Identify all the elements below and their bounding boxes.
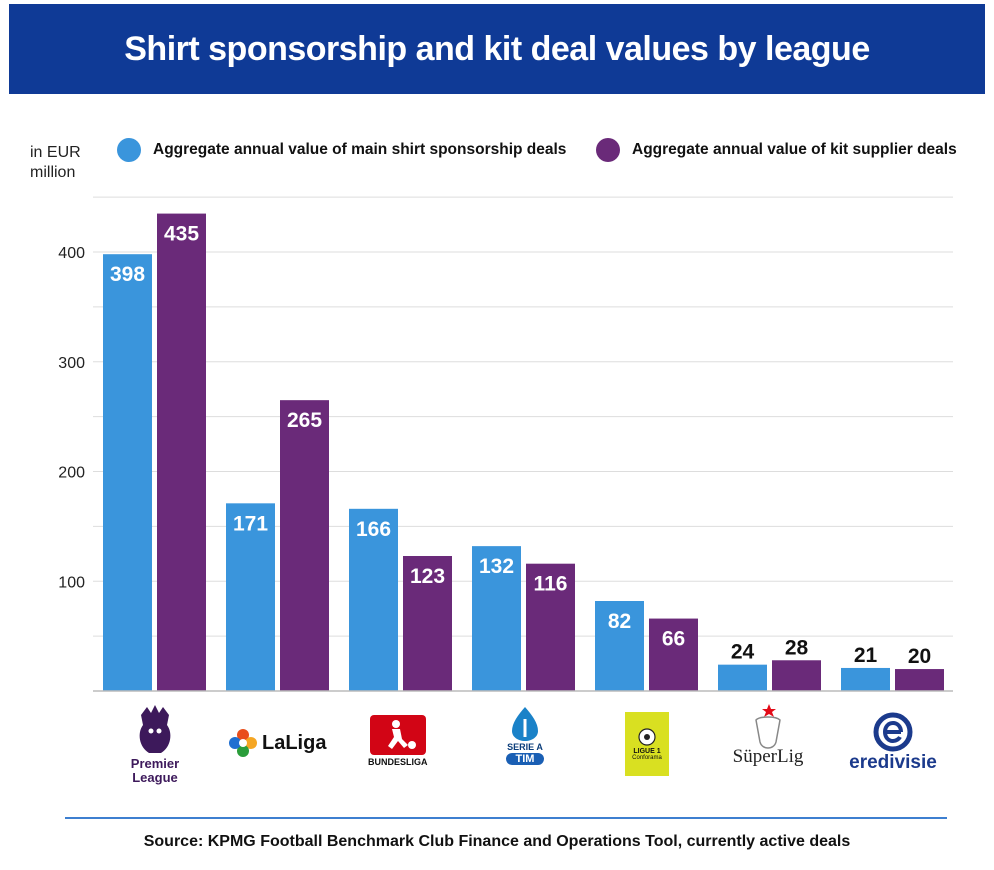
chart-title: Shirt sponsorship and kit deal values by… [124,29,870,68]
bundesliga-badge-icon [369,715,426,755]
source-note: Source: KPMG Football Benchmark Club Fin… [143,833,851,850]
y-tick-label: 100 [58,574,85,591]
bar-kit [772,660,821,691]
bar-value-label: 123 [410,565,445,588]
serie-a-wordmark: SERIE A [507,742,543,752]
eredivisie-logo: eredivisie [838,712,948,774]
serie-a-tim-badge: TIM [505,753,545,765]
bar-kit [157,213,206,691]
laliga-logo: LaLiga [228,728,326,758]
source-divider [65,817,947,819]
superlig-trophy-icon [755,704,781,749]
bar-sponsorship [103,254,152,691]
eredivisie-wordmark: eredivisie [849,752,937,773]
superlig-logo: SüperLig [722,702,814,768]
ligue1-ball-icon [638,727,656,746]
bar-value-label: 82 [608,610,631,633]
bar-value-label: 398 [110,263,145,286]
unit-label: in EUR million [30,144,81,181]
y-tick-label: 300 [58,355,85,372]
bar-value-label: 166 [356,518,391,541]
ligue1-wordmark: LIGUE 1 [633,747,661,755]
bar-value-label: 132 [479,555,514,578]
bar-kit [895,669,944,691]
bundesliga-wordmark: BUNDESLIGA [368,757,428,767]
lion-crest-icon [139,705,171,753]
bar-sponsorship [226,503,275,691]
bar-value-label: 435 [164,223,199,246]
ligue1-sponsor: Conforama [632,754,662,761]
legend-item-kit: Aggregate annual value of kit supplier d… [596,138,957,162]
eredivisie-e-icon [873,712,913,752]
y-tick-label: 400 [58,245,85,262]
bar-kit [403,556,452,691]
title-bar: Shirt sponsorship and kit deal values by… [9,4,985,94]
bar-kit [649,618,698,691]
bar-value-label: 24 [731,641,755,664]
legend: Aggregate annual value of main shirt spo… [0,138,994,168]
bar-value-label: 171 [233,512,268,535]
legend-swatch-kit [596,138,620,162]
y-tick-label: 200 [58,465,85,482]
legend-item-sponsorship: Aggregate annual value of main shirt spo… [117,138,566,162]
legend-label-sponsorship: Aggregate annual value of main shirt spo… [153,141,567,158]
laliga-wordmark: LaLiga [262,731,327,754]
bar-kit [526,563,575,691]
bar-kit [280,400,329,691]
bar-value-label: 116 [534,573,568,596]
ligue1-logo: LIGUE 1 Conforama [625,712,669,776]
bar-sponsorship [349,508,398,691]
bar-sponsorship [595,601,644,691]
legend-label-kit: Aggregate annual value of kit supplier d… [632,141,957,158]
superlig-wordmark: SüperLig [732,746,804,767]
bar-value-label: 66 [662,628,685,651]
bar-sponsorship [472,546,521,691]
bundesliga-logo: BUNDESLIGA [368,715,428,767]
laliga-flower-icon [229,729,257,757]
legend-swatch-sponsorship [117,138,141,162]
premier-league-wordmark: Premier League [130,756,180,785]
bar-value-label: 28 [785,636,809,659]
serie-a-shield-icon [512,707,538,741]
bar-sponsorship [718,664,767,691]
premier-league-logo: Premier League [120,703,190,785]
bar-value-label: 265 [287,409,322,432]
bar-value-label: 21 [854,644,878,667]
serie-a-logo: SERIE A TIM [499,707,551,765]
bar-value-label: 20 [908,645,931,668]
bar-sponsorship [841,667,890,691]
